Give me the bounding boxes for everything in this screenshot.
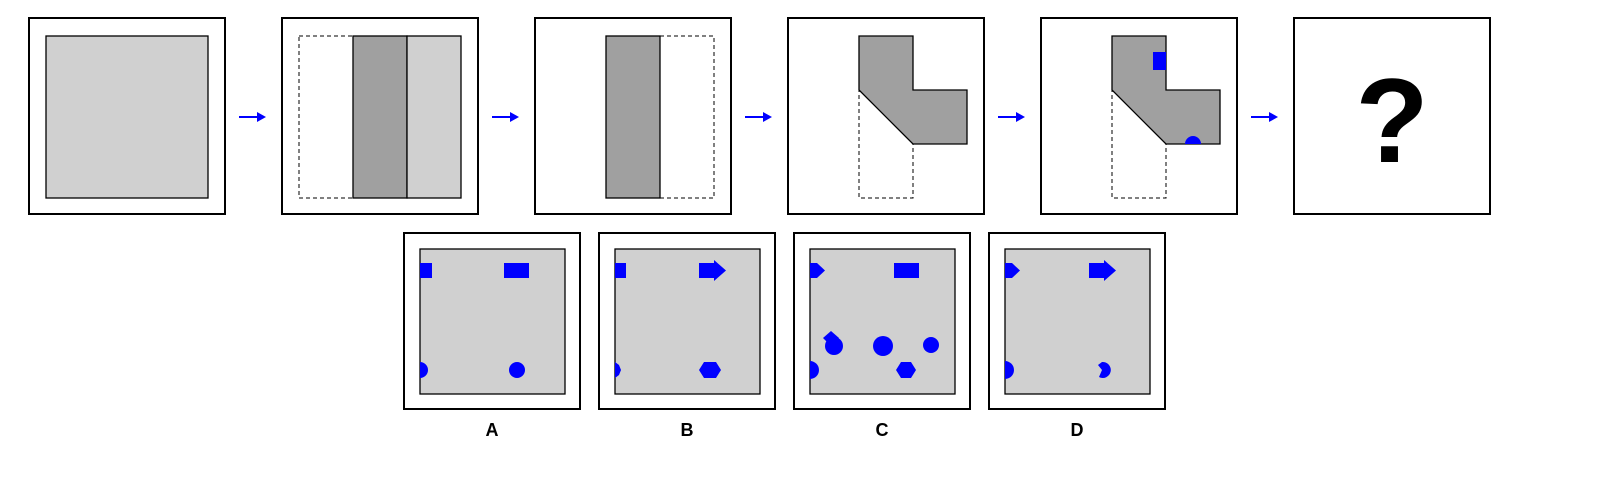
unfolded-paper — [614, 248, 761, 395]
unfolded-paper — [809, 248, 956, 395]
folded-strip — [352, 35, 408, 199]
arrow-right-icon — [745, 112, 772, 122]
half-circle-hole — [1005, 361, 1014, 379]
arrow-shaped-hole — [1089, 260, 1116, 281]
hexagon-hole — [699, 362, 721, 378]
option-d-drawing — [1004, 248, 1151, 395]
step-4-panel — [787, 17, 985, 215]
half-circle-hole — [420, 362, 428, 378]
step-2-drawing — [298, 35, 462, 199]
fold-outline-dashed — [298, 35, 354, 199]
square-hole — [420, 263, 432, 278]
step-5-panel — [1040, 17, 1238, 215]
unfolded-paper — [419, 248, 566, 395]
option-d-label[interactable]: D — [1070, 420, 1084, 440]
folded-strip — [605, 35, 661, 199]
rect-hole — [504, 263, 529, 278]
question-mark: ? — [1355, 54, 1429, 188]
folded-strip — [1111, 35, 1221, 145]
diamond-hole — [810, 263, 825, 278]
half-circle-hole — [810, 361, 819, 379]
circle-hole — [873, 336, 893, 356]
step-2-panel — [281, 17, 479, 215]
half-hexagon-hole — [615, 362, 621, 378]
option-a-panel[interactable] — [403, 232, 581, 410]
arrow-right-icon — [1251, 112, 1278, 122]
step-5-drawing — [1111, 35, 1221, 199]
rect-hole — [894, 263, 919, 278]
circle-hole — [923, 337, 939, 353]
option-a-drawing — [419, 248, 566, 395]
notched-circle-hole — [1098, 361, 1111, 378]
arrow-right-icon — [998, 112, 1025, 122]
option-c-drawing — [809, 248, 956, 395]
paper-square — [45, 35, 209, 199]
arrow-right-icon — [492, 112, 519, 122]
option-d-panel[interactable] — [988, 232, 1166, 410]
step-4-drawing — [858, 35, 968, 199]
option-c-panel[interactable] — [793, 232, 971, 410]
option-b-label[interactable]: B — [680, 420, 694, 440]
folded-strip — [858, 35, 968, 145]
diamond-hole — [1005, 263, 1020, 278]
hexagon-hole — [896, 362, 916, 378]
unfolded-paper — [1004, 248, 1151, 395]
step-3-panel — [534, 17, 732, 215]
arrow-right-icon — [239, 112, 266, 122]
circle-hole — [825, 337, 843, 355]
square-hole — [615, 263, 626, 278]
arrow-shaped-hole — [699, 260, 726, 281]
step-1-panel — [28, 17, 226, 215]
option-a-label[interactable]: A — [485, 420, 499, 440]
square-cut-mark — [1153, 52, 1166, 70]
paper-strip-right — [406, 35, 462, 199]
semicircle-cut-mark — [1185, 136, 1201, 144]
option-c-label[interactable]: C — [875, 420, 889, 440]
fold-outline-dashed — [659, 35, 715, 199]
option-b-panel[interactable] — [598, 232, 776, 410]
circle-hole — [509, 362, 525, 378]
answer-panel: ? — [1293, 17, 1491, 215]
option-b-drawing — [614, 248, 761, 395]
step-1-drawing — [45, 35, 209, 199]
step-3-drawing — [605, 35, 715, 199]
